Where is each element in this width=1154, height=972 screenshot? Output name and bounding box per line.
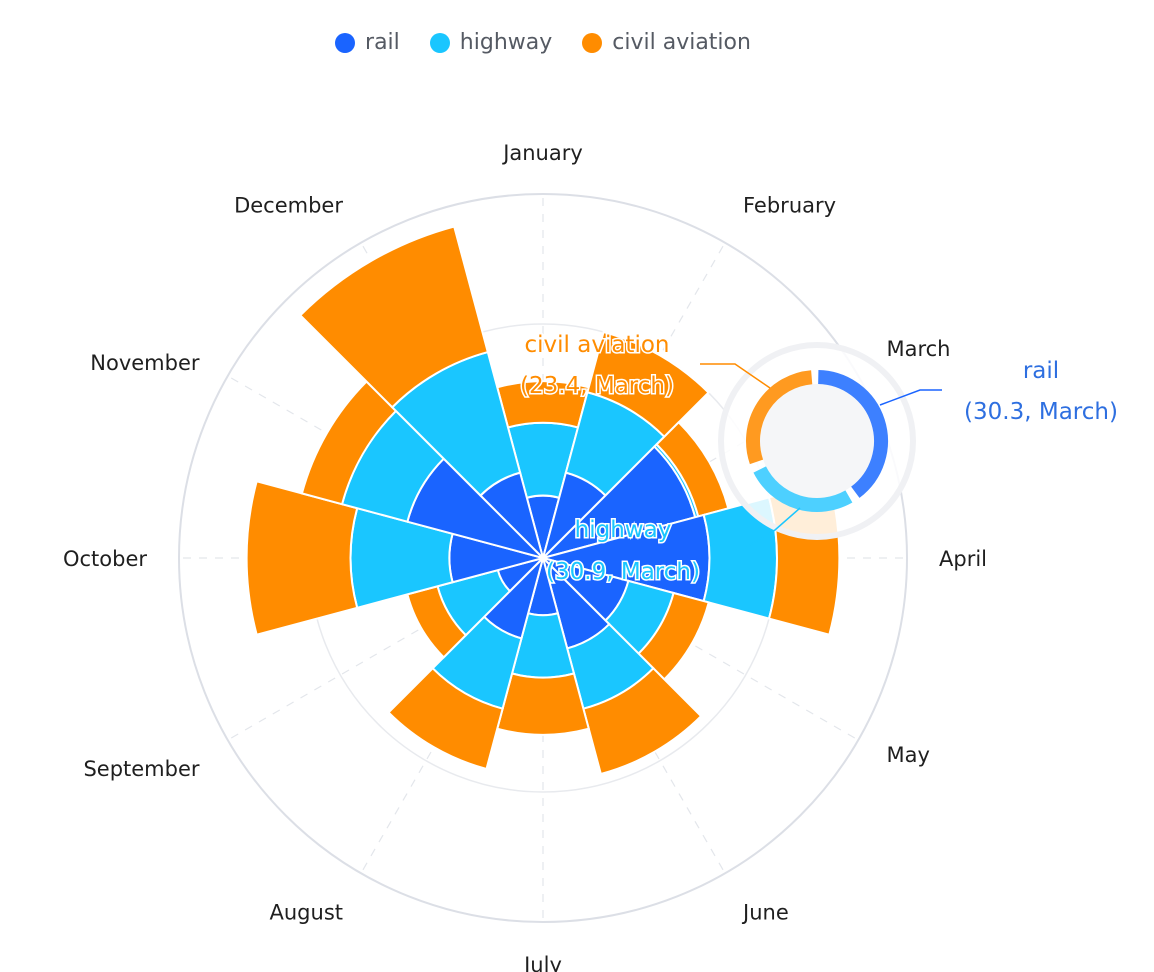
month-label-july: July xyxy=(522,953,562,972)
tooltip-donut-center xyxy=(760,384,874,498)
leader-line-civil-aviation xyxy=(700,363,771,389)
legend-dot-rail xyxy=(335,32,356,53)
angle-axis-labels: January February March April May June July Augu… xyxy=(63,141,987,972)
annotation-highway-name: highway xyxy=(575,517,672,543)
month-label-september: September xyxy=(83,757,199,781)
sector-civil-aviation-june[interactable] xyxy=(582,666,703,776)
legend-dot-civil-aviation xyxy=(582,32,603,53)
leader-line-rail xyxy=(879,389,942,406)
sector-civil-aviation-july[interactable] xyxy=(496,672,590,736)
legend: rail highway civil aviation xyxy=(0,30,1086,55)
sector-civil-aviation-october[interactable] xyxy=(245,480,359,636)
annotation-highway-value: (30.9, March) xyxy=(546,559,700,585)
annotation-rail-value: (30.3, March) xyxy=(964,399,1118,425)
radial-gridline xyxy=(542,557,859,741)
outer-ring xyxy=(178,193,908,923)
month-label-october: October xyxy=(63,547,147,571)
tooltip-arc-civil-aviation xyxy=(746,370,813,465)
month-label-april: April xyxy=(939,547,987,571)
leader-line-highway xyxy=(744,507,801,549)
legend-label-highway: highway xyxy=(459,30,553,55)
month-label-january: January xyxy=(501,141,583,165)
tooltip-arc-rail xyxy=(817,370,888,498)
legend-item-civil-aviation[interactable]: civil aviation xyxy=(582,30,751,55)
legend-item-highway[interactable]: highway xyxy=(429,30,553,55)
annotation-rail-name: rail xyxy=(1023,358,1059,384)
legend-label-rail: rail xyxy=(365,30,400,55)
sector-civil-aviation-february[interactable] xyxy=(586,330,710,439)
month-label-august: August xyxy=(270,900,344,924)
month-label-february: February xyxy=(743,194,836,218)
month-label-june: June xyxy=(741,900,789,924)
tooltip-arc-highway xyxy=(753,466,853,512)
month-label-march: March xyxy=(886,337,950,361)
tooltip-shadow xyxy=(718,342,916,540)
month-label-december: December xyxy=(234,194,343,218)
hover-tooltip: civil aviation (23.4, March) highway (30.9,… xyxy=(519,331,1118,587)
annotation-civil-aviation-value: (23.4, March) xyxy=(520,373,674,399)
month-label-november: November xyxy=(90,351,200,375)
legend-label-civil-aviation: civil aviation xyxy=(612,30,751,55)
radial-gridline xyxy=(227,557,544,741)
legend-item-rail[interactable]: rail xyxy=(335,30,400,55)
annotation-civil-aviation-name: civil aviation xyxy=(525,332,670,358)
month-label-may: May xyxy=(886,743,929,767)
sector-civil-aviation-december[interactable] xyxy=(298,225,490,409)
legend-dot-highway xyxy=(429,32,450,53)
sector-civil-aviation-august[interactable] xyxy=(387,666,504,771)
